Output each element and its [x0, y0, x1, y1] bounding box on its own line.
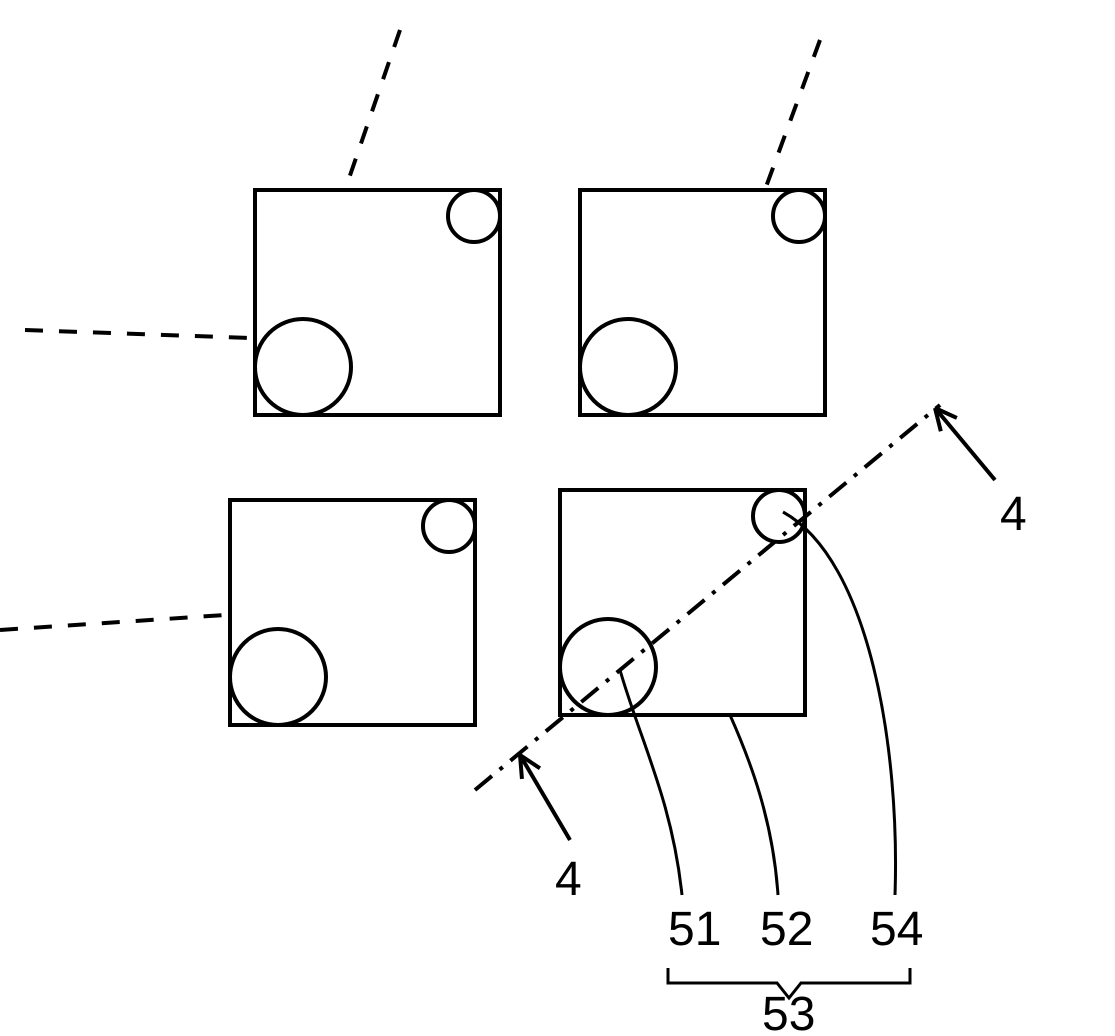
unit-large-circle — [580, 319, 676, 415]
unit-large-circle — [255, 319, 351, 415]
arrow-head — [520, 755, 522, 779]
guide-dashed-line — [25, 330, 250, 338]
unit-small-circle — [423, 500, 475, 552]
unit-small-circle — [773, 190, 825, 242]
unit-rect — [560, 490, 805, 715]
label-4b: 4 — [555, 853, 582, 906]
unit-rect — [580, 190, 825, 415]
label-51: 51 — [668, 903, 721, 956]
unit-group — [255, 190, 500, 415]
section-line-4-4 — [475, 405, 940, 790]
label-53: 53 — [762, 988, 815, 1036]
leader-51 — [620, 670, 682, 895]
leader-52 — [730, 715, 778, 895]
label-52: 52 — [760, 903, 813, 956]
label-4a: 4 — [1000, 488, 1027, 541]
unit-group — [580, 190, 825, 415]
unit-group — [230, 500, 475, 725]
arrow-shaft — [935, 408, 995, 480]
unit-rect — [255, 190, 500, 415]
guide-dashed-line — [763, 40, 820, 195]
unit-large-circle — [230, 629, 326, 725]
leader-54 — [783, 512, 896, 895]
label-54: 54 — [870, 903, 923, 956]
arrow-shaft — [520, 755, 570, 840]
unit-group — [560, 490, 805, 715]
unit-rect — [230, 500, 475, 725]
unit-small-circle — [448, 190, 500, 242]
unit-small-circle — [753, 490, 805, 542]
guide-dashed-line — [0, 615, 225, 630]
guide-dashed-line — [345, 30, 400, 190]
unit-large-circle — [560, 619, 656, 715]
